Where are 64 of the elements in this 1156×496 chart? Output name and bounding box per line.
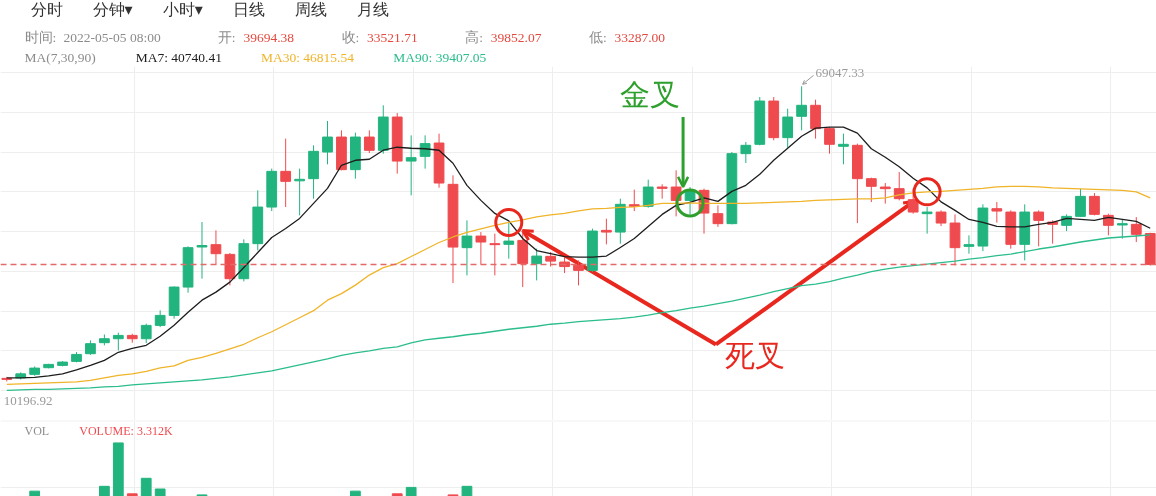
- bar: [126, 493, 138, 496]
- text: 日线: [233, 0, 266, 19]
- text: 分钟▾: [92, 0, 133, 19]
- candlestick: [796, 85, 807, 131]
- candlestick: [280, 138, 292, 208]
- text: 小时▾: [162, 0, 203, 19]
- text: 低: 33287.00: [588, 29, 666, 45]
- candlestick: [879, 182, 891, 205]
- candlestick: [740, 141, 752, 164]
- annotation: 死叉: [724, 337, 785, 373]
- annotation: 金叉: [620, 77, 681, 113]
- candlestick: [963, 234, 975, 255]
- candlestick: [210, 229, 222, 265]
- candlestick: [489, 233, 501, 276]
- candlestick: [991, 201, 1003, 224]
- text: 时间: 2022-05-05 08:00: [24, 30, 161, 45]
- candlestick: [601, 218, 612, 245]
- candlestick: [893, 171, 905, 201]
- chart-title: VOL: [24, 423, 50, 438]
- bar: [405, 486, 417, 496]
- candlestick: [865, 177, 877, 203]
- candlestick: [475, 231, 487, 265]
- candlestick: [1075, 188, 1086, 218]
- bar: [391, 493, 403, 496]
- candlestick: [921, 206, 933, 235]
- candlestick: [712, 204, 724, 228]
- text: 周线: [295, 0, 328, 19]
- candlestick: [573, 259, 584, 286]
- candlestick: [824, 126, 835, 155]
- bar: [154, 488, 166, 496]
- bar: [461, 485, 473, 496]
- legend-title: MA(7,30,90): [24, 50, 96, 65]
- candlestick: [1130, 216, 1142, 243]
- candlestick: [838, 133, 849, 165]
- text: MA90: 39407.05: [393, 50, 487, 65]
- annotation: 69047.33: [815, 65, 865, 81]
- candlestick: [1033, 209, 1045, 247]
- candlestick: [531, 248, 543, 281]
- candlestick: [196, 221, 208, 280]
- bar: [140, 477, 152, 496]
- candlestick: [517, 229, 529, 288]
- candlestick: [1116, 219, 1128, 240]
- bar: [99, 485, 110, 496]
- candlestick: [322, 120, 333, 165]
- text: 开: 39694.38: [217, 29, 295, 45]
- candlestick: [363, 129, 375, 154]
- annotation: 10196.92: [3, 393, 53, 409]
- candlestick: [810, 99, 821, 140]
- candlestick: [140, 323, 152, 344]
- bar: [350, 490, 361, 496]
- candlestick: [642, 179, 654, 209]
- text: 分时: [30, 0, 63, 19]
- text: 收: 33521.71: [341, 29, 418, 45]
- text: 月线: [357, 0, 390, 19]
- candlestick: [405, 134, 417, 196]
- candlestick: [461, 219, 473, 276]
- text: 高: 39852.07: [465, 29, 542, 45]
- bar: [29, 490, 41, 496]
- candlestick: [782, 108, 794, 149]
- text: MA30: 46815.54: [260, 50, 355, 65]
- series-label: VOLUME: 3.312K: [79, 423, 173, 438]
- bar: [112, 442, 124, 496]
- candlestick: [503, 222, 515, 260]
- text: MA7: 40740.41: [135, 50, 222, 65]
